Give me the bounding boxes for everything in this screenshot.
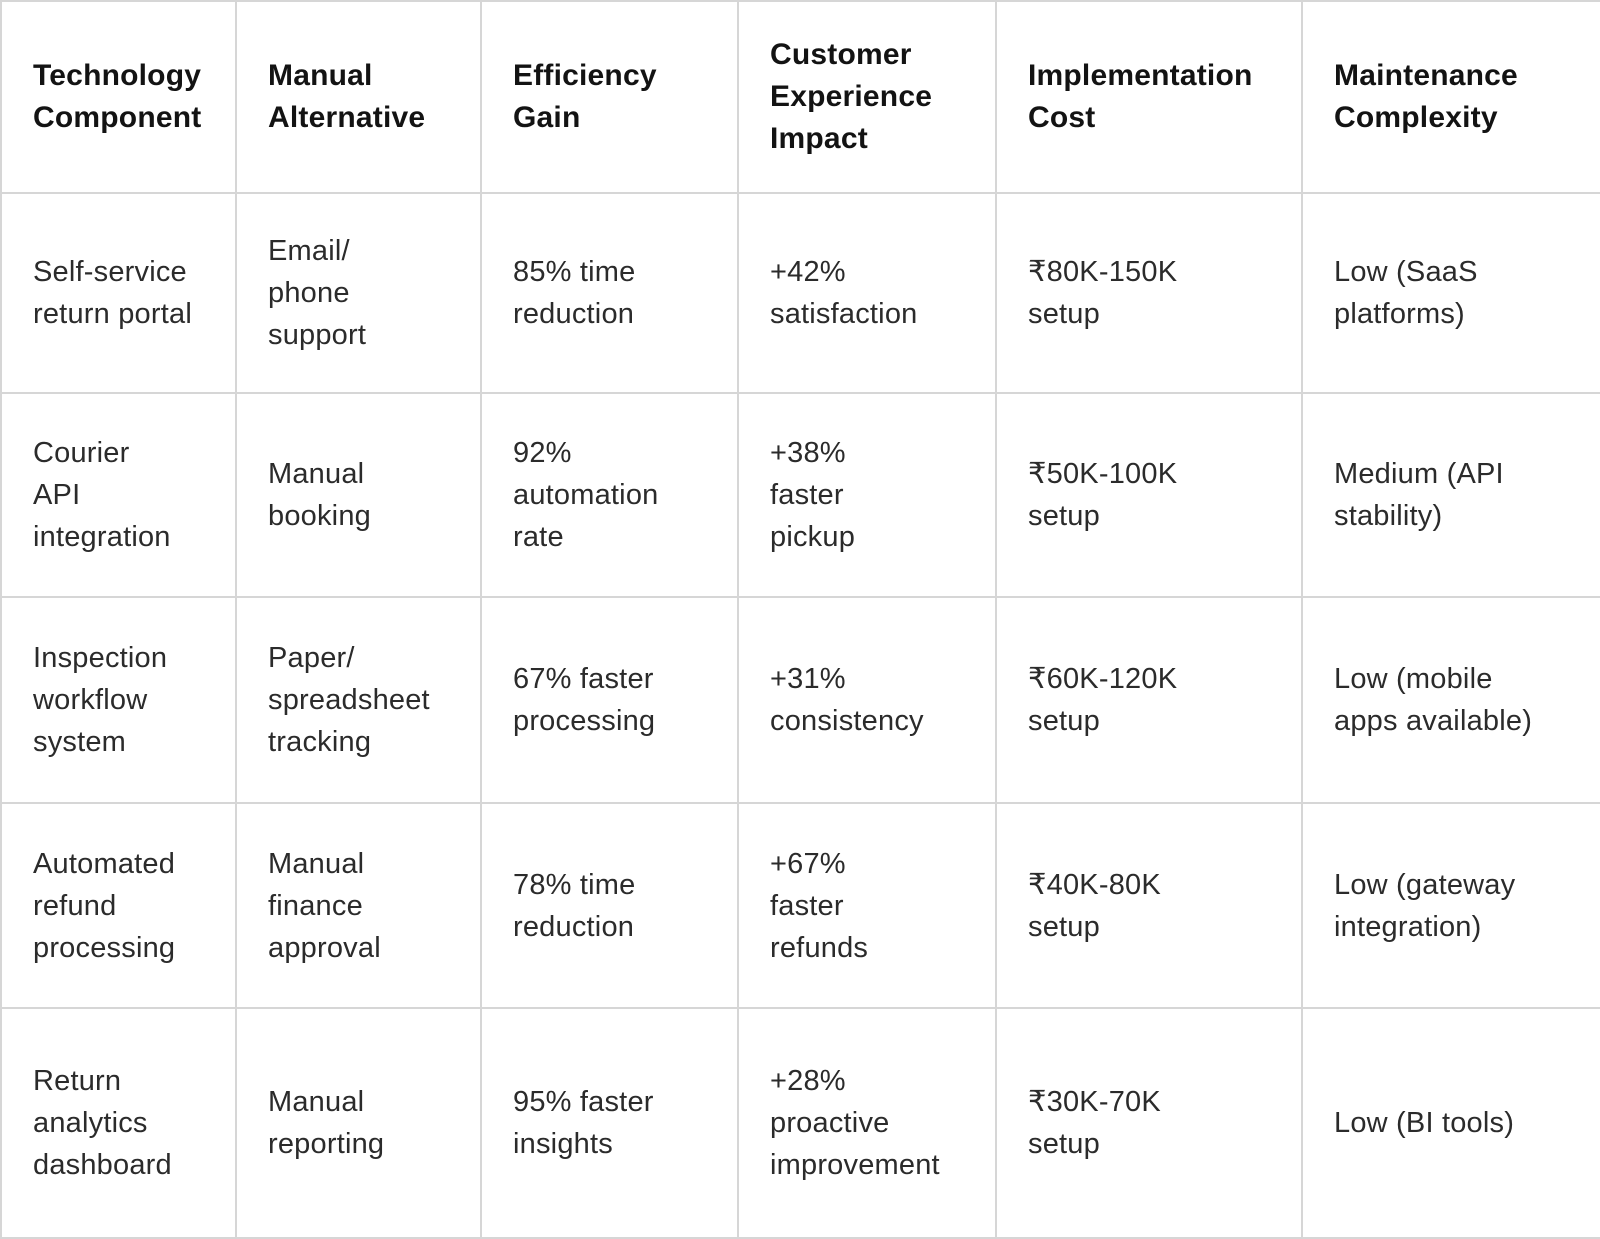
row-courier-api-integration: Courier API integration Manual booking 9…: [0, 392, 1600, 598]
row-self-service-return-portal: Self-service return portal Email/ phone …: [0, 192, 1600, 394]
cell-implementation-cost: ₹30K-70K setup: [995, 1007, 1303, 1239]
col-header-customer-experience-impact: Customer Experience Impact: [737, 0, 997, 194]
cell-customer-experience-impact: +31% consistency: [737, 596, 997, 804]
cell-efficiency-gain: 78% time reduction: [480, 802, 739, 1009]
cell-efficiency-gain: 92% automation rate: [480, 392, 739, 598]
cell-efficiency-gain: 95% faster insights: [480, 1007, 739, 1239]
cell-maintenance-complexity: Low (mobile apps available): [1301, 596, 1600, 804]
cell-maintenance-complexity: Low (SaaS platforms): [1301, 192, 1600, 394]
table-header-row: Technology Component Manual Alternative …: [0, 0, 1600, 194]
cell-implementation-cost: ₹50K-100K setup: [995, 392, 1303, 598]
cell-technology-component: Automated refund processing: [0, 802, 237, 1009]
cell-implementation-cost: ₹80K-150K setup: [995, 192, 1303, 394]
cell-efficiency-gain: 85% time reduction: [480, 192, 739, 394]
col-header-maintenance-complexity: Maintenance Complexity: [1301, 0, 1600, 194]
cell-customer-experience-impact: +67% faster refunds: [737, 802, 997, 1009]
col-header-efficiency-gain: Efficiency Gain: [480, 0, 739, 194]
cell-technology-component: Return analytics dashboard: [0, 1007, 237, 1239]
cell-manual-alternative: Manual reporting: [235, 1007, 482, 1239]
cell-customer-experience-impact: +42% satisfaction: [737, 192, 997, 394]
row-automated-refund-processing: Automated refund processing Manual finan…: [0, 802, 1600, 1009]
cell-customer-experience-impact: +28% proactive improvement: [737, 1007, 997, 1239]
cell-manual-alternative: Paper/ spreadsheet tracking: [235, 596, 482, 804]
cell-efficiency-gain: 67% faster processing: [480, 596, 739, 804]
cell-manual-alternative: Manual finance approval: [235, 802, 482, 1009]
cell-maintenance-complexity: Low (gateway integration): [1301, 802, 1600, 1009]
cell-customer-experience-impact: +38% faster pickup: [737, 392, 997, 598]
cell-implementation-cost: ₹40K-80K setup: [995, 802, 1303, 1009]
col-header-implementation-cost: Implementation Cost: [995, 0, 1303, 194]
cell-technology-component: Inspection workflow system: [0, 596, 237, 804]
row-inspection-workflow-system: Inspection workflow system Paper/ spread…: [0, 596, 1600, 804]
cell-technology-component: Self-service return portal: [0, 192, 237, 394]
cell-implementation-cost: ₹60K-120K setup: [995, 596, 1303, 804]
cell-maintenance-complexity: Low (BI tools): [1301, 1007, 1600, 1239]
col-header-technology-component: Technology Component: [0, 0, 237, 194]
cell-technology-component: Courier API integration: [0, 392, 237, 598]
cell-maintenance-complexity: Medium (API stability): [1301, 392, 1600, 598]
cell-manual-alternative: Manual booking: [235, 392, 482, 598]
col-header-manual-alternative: Manual Alternative: [235, 0, 482, 194]
row-return-analytics-dashboard: Return analytics dashboard Manual report…: [0, 1007, 1600, 1239]
cell-manual-alternative: Email/ phone support: [235, 192, 482, 394]
